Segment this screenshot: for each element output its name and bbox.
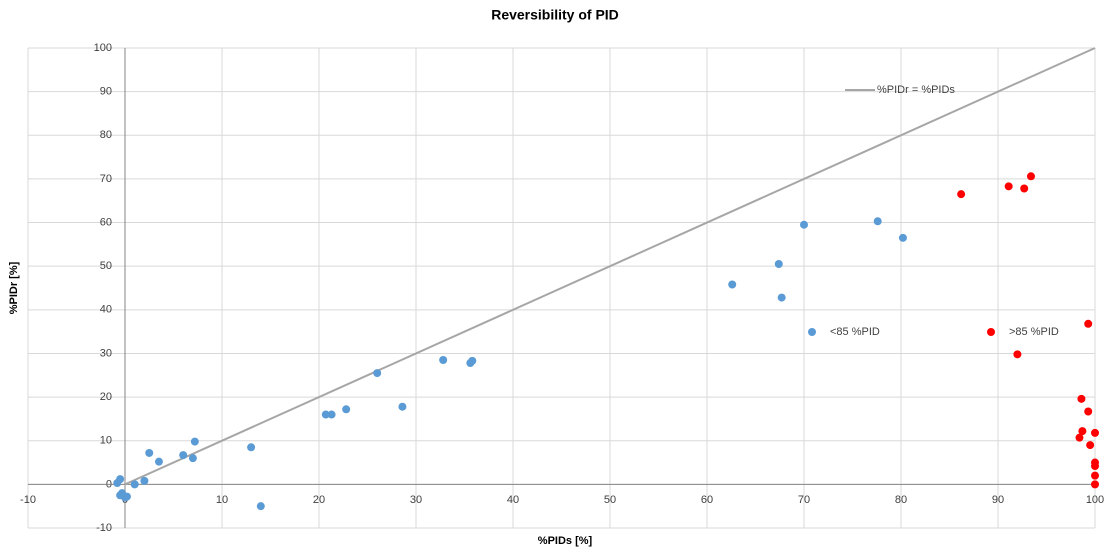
point (468, 356, 477, 365)
y-tick-label: 90 (100, 86, 112, 98)
point (122, 492, 131, 501)
point (439, 356, 448, 364)
point (1077, 394, 1086, 403)
line (124, 47, 1096, 486)
x-tick-label: -10 (20, 494, 36, 506)
legend-label: %PIDr = %PIDs (877, 84, 955, 96)
point (1091, 471, 1099, 480)
x-tick-label: 50 (604, 494, 616, 506)
point (113, 479, 122, 488)
x-tick-label: 30 (410, 494, 422, 506)
point (728, 280, 737, 289)
y-tick-label: 10 (100, 435, 112, 447)
legend-swatch (808, 328, 816, 336)
legend-swatch (987, 328, 995, 336)
point (398, 402, 407, 411)
y-tick-label: 70 (100, 173, 112, 185)
point (1091, 428, 1099, 437)
point (247, 443, 256, 452)
point (188, 454, 197, 463)
point (1004, 182, 1013, 191)
point (373, 369, 382, 378)
point (774, 260, 783, 268)
point (1086, 441, 1095, 450)
point (140, 476, 149, 485)
point (154, 457, 163, 466)
point (342, 405, 351, 414)
point (873, 217, 882, 226)
y-tick-label: 30 (100, 347, 112, 359)
point (1091, 480, 1099, 489)
y-tick-label: 50 (100, 260, 112, 272)
point (327, 410, 336, 419)
point (1091, 462, 1099, 471)
y-axis-label: %PIDr [%] (8, 261, 20, 314)
point (130, 480, 139, 489)
x-tick-label: 100 (1086, 494, 1104, 506)
point (321, 410, 330, 419)
y-tick-label: -10 (96, 522, 112, 534)
point (179, 451, 188, 460)
point (957, 190, 966, 199)
point (1013, 350, 1022, 359)
point (1084, 319, 1093, 328)
point (800, 220, 808, 229)
point (898, 233, 907, 242)
legend-label: <85 %PID (830, 326, 880, 338)
y-tick-label: 40 (100, 304, 112, 316)
legend-label: >85 %PID (1009, 326, 1059, 338)
x-tick-label: 40 (507, 494, 519, 506)
y-tick-label: 80 (100, 129, 112, 141)
point (190, 437, 199, 446)
point (256, 502, 265, 511)
x-tick-label: 60 (701, 494, 713, 506)
x-tick-label: 80 (895, 494, 907, 506)
y-tick-label: 20 (100, 391, 112, 403)
x-tick-label: 20 (313, 494, 325, 506)
point (777, 293, 786, 302)
x-tick-label: 10 (216, 494, 228, 506)
point (145, 448, 154, 457)
point (1075, 433, 1084, 442)
point (1078, 427, 1087, 436)
y-tick-label: 60 (100, 216, 112, 228)
x-tick-label: 90 (992, 494, 1004, 506)
point (1020, 184, 1029, 193)
x-axis-label: %PIDs [%] (538, 535, 593, 547)
chart-title: Reversibility of PID (491, 7, 619, 23)
point (1084, 407, 1093, 416)
y-tick-label: 100 (94, 42, 112, 54)
x-tick-label: 70 (798, 494, 810, 506)
point (1026, 172, 1035, 181)
